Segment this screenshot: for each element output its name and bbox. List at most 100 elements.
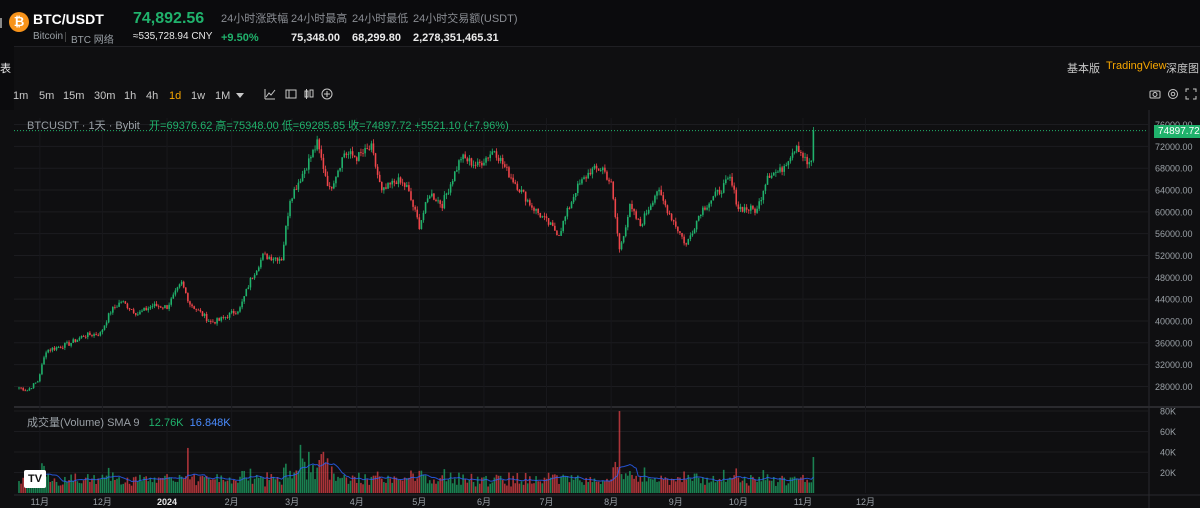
volume-bar bbox=[222, 479, 225, 493]
candle-body bbox=[689, 235, 692, 240]
candle-body bbox=[247, 287, 250, 290]
candle-body bbox=[376, 166, 379, 175]
candle-body bbox=[674, 221, 677, 227]
candle-body bbox=[529, 200, 531, 206]
candle-body bbox=[347, 153, 350, 155]
candle-body bbox=[722, 183, 725, 193]
candle-body bbox=[297, 182, 300, 190]
price-cny: ≈535,728.94 CNY bbox=[133, 31, 213, 42]
volume-bar bbox=[383, 482, 385, 493]
candle-body bbox=[697, 216, 700, 221]
volume-bar bbox=[737, 477, 740, 493]
candle-body bbox=[241, 301, 243, 308]
volume-bar bbox=[308, 451, 310, 493]
candle-body bbox=[178, 284, 181, 288]
timeframe-1m[interactable]: 1m bbox=[13, 90, 29, 102]
candle-body bbox=[510, 177, 512, 179]
candle-body bbox=[608, 179, 610, 182]
volume-bar bbox=[762, 470, 765, 493]
candle-style-icon[interactable] bbox=[303, 88, 315, 100]
candle-body bbox=[139, 311, 141, 315]
camera-icon[interactable] bbox=[1149, 88, 1161, 100]
timeframe-1d[interactable]: 1d bbox=[169, 90, 182, 102]
add-icon[interactable] bbox=[321, 88, 333, 100]
candle-body bbox=[706, 207, 708, 210]
volume-bar bbox=[230, 483, 233, 493]
volume-bar bbox=[754, 479, 756, 493]
view-tab-tradingview[interactable]: TradingView bbox=[1106, 60, 1167, 72]
volume-bar bbox=[743, 476, 746, 493]
volume-bar bbox=[101, 474, 104, 493]
volume-bar bbox=[301, 458, 304, 493]
indicator-icon[interactable] bbox=[264, 88, 276, 100]
volume-bar bbox=[649, 478, 652, 493]
volume-bar bbox=[370, 476, 373, 493]
timeframe-30m[interactable]: 30m bbox=[94, 90, 116, 102]
candle-body bbox=[424, 202, 427, 213]
volume-bar bbox=[539, 481, 542, 493]
fullscreen-icon[interactable] bbox=[1185, 88, 1197, 100]
volume-bar bbox=[285, 463, 287, 493]
candle-body bbox=[55, 347, 58, 350]
candle-body bbox=[487, 157, 489, 159]
volume-bar bbox=[393, 476, 396, 493]
timeframe-1w[interactable]: 1w bbox=[191, 90, 206, 102]
network-label[interactable]: BTC 网络 bbox=[71, 35, 114, 46]
candle-body bbox=[214, 321, 216, 324]
candle-body bbox=[270, 256, 273, 261]
candle-body bbox=[441, 203, 444, 209]
tradingview-logo[interactable]: TV bbox=[24, 470, 46, 488]
candle-body bbox=[222, 317, 225, 318]
volume-bar bbox=[289, 470, 291, 493]
candle-body bbox=[78, 337, 81, 340]
candle-body bbox=[564, 216, 567, 221]
timeframe-4h[interactable]: 4h bbox=[146, 90, 159, 102]
candle-body bbox=[255, 270, 258, 276]
menu-edge-icon[interactable] bbox=[0, 18, 6, 28]
legend-low: 低=69285.85 bbox=[281, 120, 346, 132]
candle-body bbox=[789, 157, 792, 162]
volume-bar bbox=[566, 476, 569, 493]
candle-body bbox=[572, 197, 575, 203]
volume-bar bbox=[318, 459, 321, 493]
volume-bar bbox=[635, 475, 637, 493]
volume-bar bbox=[224, 481, 227, 493]
volume-bar bbox=[351, 475, 354, 493]
candle-body bbox=[287, 216, 289, 226]
timeframe-5m[interactable]: 5m bbox=[39, 90, 55, 102]
candle-body bbox=[59, 346, 62, 348]
pair-title[interactable]: BTC/USDT bbox=[33, 11, 104, 27]
volume-bar bbox=[495, 474, 498, 493]
view-tab-depth[interactable]: 深度图 bbox=[1166, 63, 1199, 75]
volume-bar bbox=[668, 484, 671, 493]
volume-bar bbox=[433, 479, 435, 493]
volume-bar bbox=[287, 477, 289, 493]
coin-name[interactable]: Bitcoin bbox=[33, 31, 64, 42]
time-tick-label: 5月 bbox=[412, 497, 426, 507]
candle-body bbox=[285, 225, 287, 245]
candlestick-chart[interactable]: 28000.00 32000.00 36000.00 40000.00 44000.00… bbox=[0, 110, 1200, 508]
volume-bar bbox=[645, 481, 648, 493]
volume-tick-label: 60K bbox=[1160, 427, 1176, 437]
time-tick-label: 11月 bbox=[794, 497, 812, 507]
volume-bar bbox=[291, 478, 293, 493]
volume-bar bbox=[460, 484, 462, 493]
timeframe-1h[interactable]: 1h bbox=[124, 90, 137, 102]
candle-body bbox=[397, 177, 400, 185]
volume-bar bbox=[760, 481, 763, 493]
price-tick-label: 56000.00 bbox=[1155, 229, 1193, 239]
candle-body bbox=[210, 320, 212, 322]
settings-icon[interactable] bbox=[1167, 88, 1179, 100]
volume-bar bbox=[164, 475, 166, 493]
view-tab-basic[interactable]: 基本版 bbox=[1067, 63, 1100, 75]
candle-body bbox=[756, 208, 758, 213]
timeframe-more-icon[interactable] bbox=[236, 93, 244, 98]
timeframe-1M[interactable]: 1M bbox=[215, 90, 231, 102]
timeframe-15m[interactable]: 15m bbox=[63, 90, 85, 102]
candle-body bbox=[99, 332, 102, 336]
candle-body bbox=[137, 314, 139, 316]
volume-bar bbox=[337, 476, 339, 493]
template-icon[interactable] bbox=[285, 88, 297, 100]
candle-body bbox=[93, 334, 95, 336]
candle-body bbox=[70, 342, 72, 346]
